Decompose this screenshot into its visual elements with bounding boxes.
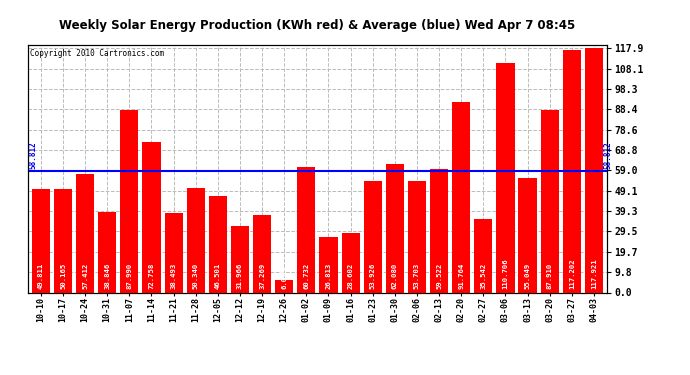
Text: 59.522: 59.522 bbox=[436, 263, 442, 290]
Bar bbox=[142, 142, 161, 292]
Bar bbox=[474, 219, 493, 292]
Text: 37.269: 37.269 bbox=[259, 263, 265, 290]
Text: 38.493: 38.493 bbox=[170, 263, 177, 290]
Text: 49.811: 49.811 bbox=[38, 263, 44, 290]
Text: 117.921: 117.921 bbox=[591, 259, 597, 290]
Text: 26.813: 26.813 bbox=[326, 263, 331, 290]
Bar bbox=[408, 181, 426, 292]
Bar bbox=[32, 189, 50, 292]
Bar bbox=[120, 110, 139, 292]
Text: 58.812: 58.812 bbox=[604, 141, 613, 169]
Text: 72.758: 72.758 bbox=[148, 263, 155, 290]
Text: 28.602: 28.602 bbox=[348, 263, 353, 290]
Text: 91.764: 91.764 bbox=[458, 263, 464, 290]
Text: 53.703: 53.703 bbox=[414, 263, 420, 290]
Bar bbox=[540, 110, 559, 292]
Text: 55.049: 55.049 bbox=[524, 263, 531, 290]
Bar bbox=[518, 178, 537, 292]
Bar bbox=[253, 215, 271, 292]
Text: 62.080: 62.080 bbox=[392, 263, 398, 290]
Bar bbox=[209, 196, 227, 292]
Text: 31.966: 31.966 bbox=[237, 263, 243, 290]
Text: 87.990: 87.990 bbox=[126, 263, 132, 290]
Text: 110.706: 110.706 bbox=[502, 259, 509, 290]
Bar bbox=[98, 212, 117, 292]
Bar bbox=[364, 181, 382, 292]
Text: Copyright 2010 Cartronics.com: Copyright 2010 Cartronics.com bbox=[30, 49, 165, 58]
Text: 6.079: 6.079 bbox=[282, 267, 287, 290]
Bar bbox=[496, 63, 515, 292]
Text: 46.501: 46.501 bbox=[215, 263, 221, 290]
Bar bbox=[386, 164, 404, 292]
Text: 50.165: 50.165 bbox=[60, 263, 66, 290]
Bar bbox=[563, 50, 581, 292]
Text: 87.910: 87.910 bbox=[546, 263, 553, 290]
Text: Weekly Solar Energy Production (KWh red) & Average (blue) Wed Apr 7 08:45: Weekly Solar Energy Production (KWh red)… bbox=[59, 19, 575, 32]
Text: 60.732: 60.732 bbox=[304, 263, 309, 290]
Bar bbox=[452, 102, 471, 292]
Bar bbox=[231, 226, 249, 292]
Bar bbox=[54, 189, 72, 292]
Text: 53.926: 53.926 bbox=[370, 263, 376, 290]
Text: 35.542: 35.542 bbox=[480, 263, 486, 290]
Bar bbox=[297, 167, 315, 292]
Bar bbox=[187, 188, 205, 292]
Text: 57.412: 57.412 bbox=[82, 263, 88, 290]
Bar bbox=[585, 48, 603, 292]
Bar bbox=[430, 169, 448, 292]
Text: 117.202: 117.202 bbox=[569, 259, 575, 290]
Text: 50.340: 50.340 bbox=[193, 263, 199, 290]
Bar bbox=[319, 237, 337, 292]
Bar bbox=[76, 174, 95, 292]
Text: 58.812: 58.812 bbox=[29, 141, 38, 169]
Text: 38.846: 38.846 bbox=[104, 263, 110, 290]
Bar bbox=[342, 233, 359, 292]
Bar bbox=[275, 280, 293, 292]
Bar bbox=[164, 213, 183, 292]
